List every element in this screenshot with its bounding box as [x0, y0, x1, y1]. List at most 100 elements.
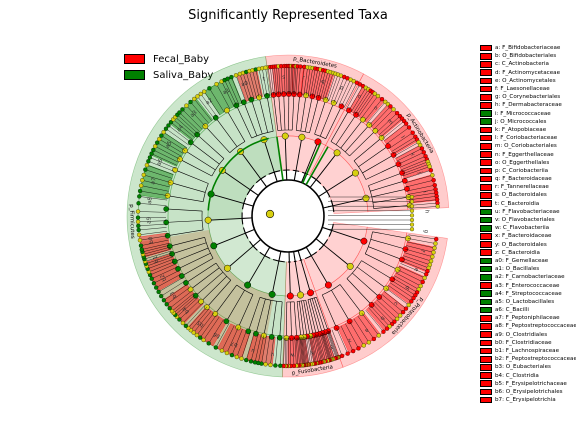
clade-letter: i: [421, 191, 427, 194]
tree-branch: [249, 189, 259, 196]
tree-branch: [392, 277, 418, 293]
tree-node: [411, 295, 416, 301]
tree-branch: [166, 220, 203, 223]
tree-branch: [149, 157, 176, 169]
tree-branch: [301, 337, 305, 366]
taxa-label: a4: F_Streptococcaceae: [495, 290, 562, 297]
tree-node: [418, 142, 423, 148]
tree-branch: [324, 332, 334, 360]
tree-branch: [184, 150, 216, 171]
tree-node: [223, 318, 230, 325]
tree-node: [151, 147, 156, 153]
taxa-label: c: C_Actinobacteria: [495, 61, 549, 68]
tree-node: [253, 330, 259, 337]
tree-branch: [171, 293, 194, 312]
taxa-legend-item: d: F_Actinomycetaceae: [480, 69, 576, 77]
tree-node: [291, 91, 297, 97]
tree-branch: [368, 307, 388, 329]
tree-node: [288, 335, 295, 341]
tree-branch: [170, 182, 206, 193]
clade-letter: b3: [169, 290, 178, 300]
tree-branch: [284, 66, 286, 95]
tree-branch: [335, 114, 357, 145]
tree-node: [361, 343, 366, 348]
tree-node: [400, 309, 406, 315]
tree-branch: [144, 250, 172, 260]
tree-node: [135, 209, 141, 214]
tree-branch: [251, 130, 274, 139]
tree-node: [434, 236, 439, 242]
taxa-label: n: F_Eggerthellaceae: [495, 151, 554, 158]
tree-branch: [405, 175, 433, 184]
tree-branch: [305, 246, 312, 256]
tree-node: [278, 363, 283, 368]
tree-branch: [255, 69, 262, 97]
tree-branch: [358, 93, 376, 117]
taxa-label: e: O_Actinomycetales: [495, 77, 556, 84]
tree-branch: [316, 334, 323, 362]
tree-branch: [262, 68, 268, 96]
tree-branch: [303, 67, 308, 96]
tree-branch: [329, 330, 340, 358]
tree-branch: [293, 301, 298, 338]
tree-branch: [169, 290, 192, 309]
tree-branch: [169, 236, 205, 247]
tree-branch: [367, 101, 386, 124]
tree-branch: [309, 179, 317, 188]
tree-node: [206, 341, 211, 346]
tree-branch: [399, 266, 425, 279]
taxa-label: u: F_Flavobacteriaceae: [495, 208, 560, 215]
tree-branch: [139, 235, 168, 241]
clade-letter: a3: [189, 109, 198, 118]
tree-branch: [358, 145, 389, 167]
clade-letter: a6: [156, 158, 164, 167]
tree-branch: [318, 190, 328, 198]
tree-branch: [173, 119, 195, 138]
tree-node: [352, 169, 359, 177]
tree-branch: [174, 247, 209, 262]
tree-branch: [409, 206, 438, 209]
taxa-label: h: F_Dermabacteraceae: [495, 102, 562, 109]
tree-branch: [408, 195, 437, 201]
taxa-swatch: [480, 192, 492, 199]
taxa-legend-item: a6: C_Bacilli: [480, 306, 576, 314]
tree-branch: [252, 70, 260, 98]
tree-branch: [167, 229, 204, 237]
tree-branch: [306, 336, 311, 365]
tree-branch: [351, 87, 367, 112]
taxa-swatch: [480, 44, 492, 52]
tree-branch: [391, 280, 416, 296]
tree-node: [428, 168, 434, 173]
tree-branch: [343, 82, 358, 108]
clade-letter: a4: [176, 124, 185, 134]
tree-node: [202, 89, 207, 94]
tree-node: [159, 133, 164, 138]
tree-branch: [263, 139, 275, 173]
tree-node: [280, 91, 287, 97]
tree-branch: [326, 73, 336, 101]
clade-letter: b1: [152, 255, 160, 264]
tree-branch: [331, 230, 365, 242]
tree-branch: [142, 245, 170, 253]
tree-node: [263, 362, 268, 367]
tree-branch: [364, 231, 373, 254]
tree-node: [432, 183, 437, 188]
taxa-legend-item: a4: F_Streptococcaceae: [480, 290, 576, 298]
tree-node: [136, 223, 141, 229]
tree-branch: [389, 132, 413, 149]
tree-branch: [263, 300, 272, 336]
tree-branch: [407, 238, 436, 244]
tree-node: [366, 340, 372, 345]
taxa-label: w: C_Flavobacteriia: [495, 225, 550, 232]
taxa-legend-item: r: F_Tannerellaceae: [480, 183, 576, 191]
tree-branch: [241, 331, 251, 359]
tree-branch: [353, 89, 369, 114]
taxa-swatch: [480, 241, 492, 248]
tree-node: [210, 242, 218, 250]
tree-node: [161, 129, 166, 135]
clade-letter: r: [302, 75, 306, 81]
taxa-legend-item: i: F_Micrococcaceae: [480, 110, 576, 118]
tree-branch: [371, 188, 408, 198]
tree-branch: [318, 70, 326, 98]
tree-node: [378, 134, 385, 141]
